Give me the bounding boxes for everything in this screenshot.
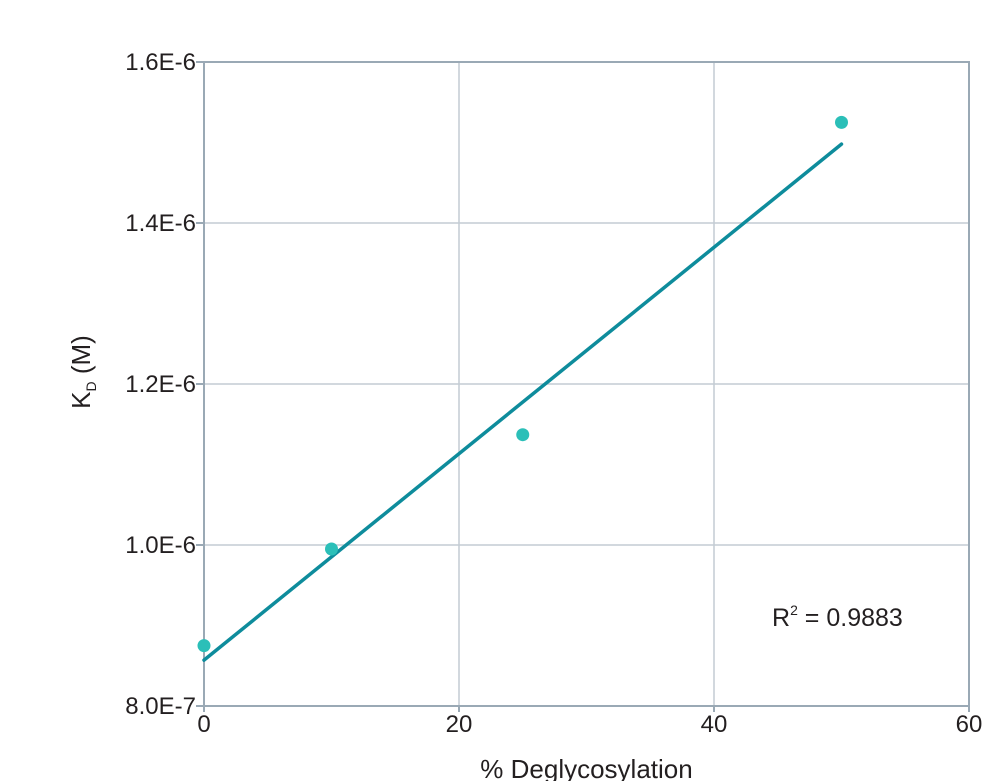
data-point-2 — [516, 428, 530, 442]
y-tick-label-3: 1.4E-6 — [125, 210, 196, 237]
y-tick-label-0: 8.0E-7 — [125, 693, 196, 720]
r-squared-annotation: R2 = 0.9883 — [772, 602, 903, 632]
data-point-1 — [325, 542, 338, 556]
x-axis-label: % Deglycosylation — [480, 754, 692, 781]
data-point-3 — [835, 115, 848, 129]
y-axis-label-unit: (M) — [66, 335, 96, 381]
x-tick-label-2: 40 — [701, 711, 728, 738]
data-point-0 — [197, 639, 211, 653]
x-axis: 0 20 40 60 — [197, 706, 982, 738]
x-tick-label-1: 20 — [446, 711, 473, 738]
data-points — [197, 115, 848, 653]
r-squared-value: = 0.9883 — [798, 604, 903, 632]
y-axis: 8.0E-7 1.0E-6 1.2E-6 1.4E-6 1.6E-6 — [125, 49, 204, 720]
r-squared-label: R — [772, 604, 790, 632]
y-tick-label-4: 1.6E-6 — [125, 49, 196, 76]
r-squared-exponent: 2 — [790, 602, 798, 618]
trendline — [202, 142, 844, 662]
y-axis-label-main: K — [66, 391, 96, 409]
y-axis-label-subscript: D — [83, 381, 99, 391]
x-tick-label-0: 0 — [197, 711, 210, 738]
y-axis-label: KD (M) — [66, 335, 99, 409]
x-tick-label-3: 60 — [956, 711, 983, 738]
y-tick-label-1: 1.0E-6 — [125, 532, 196, 559]
y-tick-label-2: 1.2E-6 — [125, 371, 196, 398]
